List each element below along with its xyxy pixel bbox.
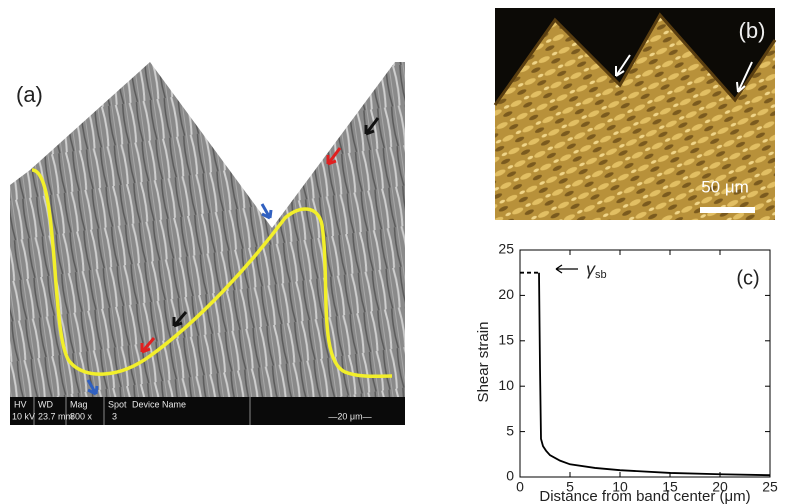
- info-value: 10 kV: [12, 411, 35, 421]
- panel-label: (b): [739, 18, 766, 43]
- info-header: WD: [38, 399, 53, 409]
- y-tick-label: 25: [498, 241, 514, 257]
- info-header: HV: [14, 399, 27, 409]
- info-scale: —20 μm—: [328, 411, 371, 421]
- y-axis-label: Shear strain: [475, 322, 492, 403]
- x-axis-label: Distance from band center (μm): [539, 488, 750, 504]
- info-value: 3: [112, 411, 117, 421]
- y-tick-label: 20: [498, 286, 514, 302]
- y-tick-label: 5: [506, 422, 514, 438]
- sem-image: [10, 62, 405, 397]
- panel-label: (a): [16, 82, 43, 107]
- info-header: Mag: [70, 399, 88, 409]
- info-header: Device Name: [132, 399, 186, 409]
- y-tick-label: 0: [506, 468, 514, 484]
- y-tick-label: 15: [498, 332, 514, 348]
- panel-b: (b) 50 μm: [495, 8, 775, 220]
- figure: (a) HV WD Mag Spot Device Name 10 kV23.7 mm80…: [0, 0, 796, 504]
- x-tick-label: 0: [516, 479, 524, 495]
- data-line: [539, 273, 770, 475]
- y-tick-label: 10: [498, 377, 514, 393]
- info-value: 800 x: [70, 411, 93, 421]
- plot-frame: [520, 250, 770, 477]
- info-value: 23.7 mm: [38, 411, 73, 421]
- annotation-arrow: [556, 265, 578, 273]
- scale-bar-label: 50 μm: [701, 177, 749, 196]
- annotation: γsb: [586, 259, 607, 281]
- annotation-subscript: sb: [595, 269, 607, 281]
- x-tick-label: 25: [762, 479, 778, 495]
- panel-label: (c): [736, 267, 759, 289]
- scale-bar: [700, 207, 755, 213]
- info-header: Spot: [108, 399, 127, 409]
